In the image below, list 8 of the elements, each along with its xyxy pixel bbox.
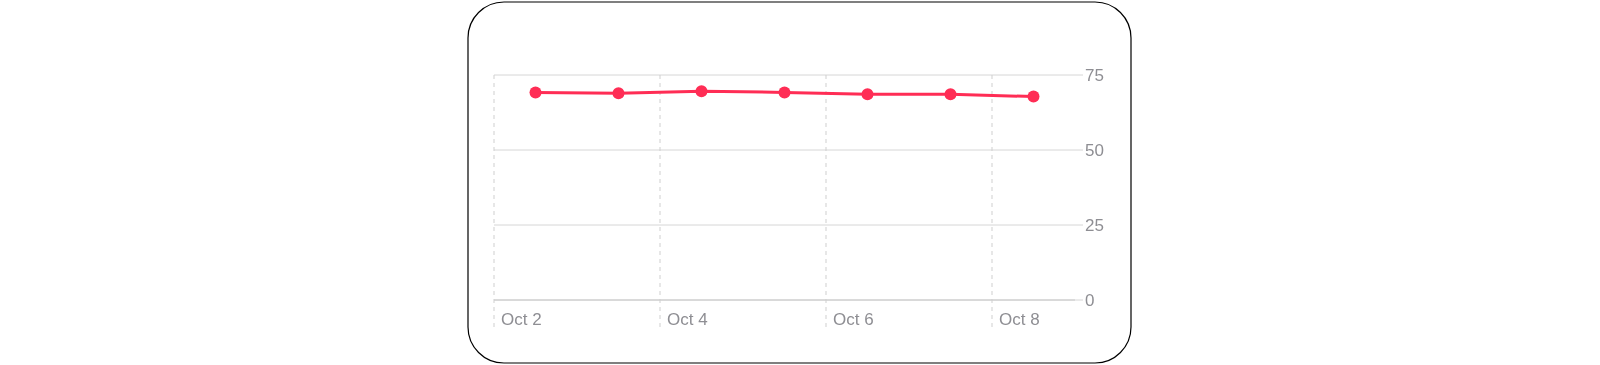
x-tick-label: Oct 2 [501,310,542,329]
x-tick-label: Oct 8 [999,310,1040,329]
y-tick-label: 50 [1085,140,1104,160]
y-tick-label: 75 [1085,65,1104,85]
y-tick-label: 0 [1085,290,1095,310]
x-tick-label: Oct 6 [833,310,874,329]
y-tick-label: 25 [1085,215,1104,235]
x-tick-label: Oct 4 [667,310,708,329]
